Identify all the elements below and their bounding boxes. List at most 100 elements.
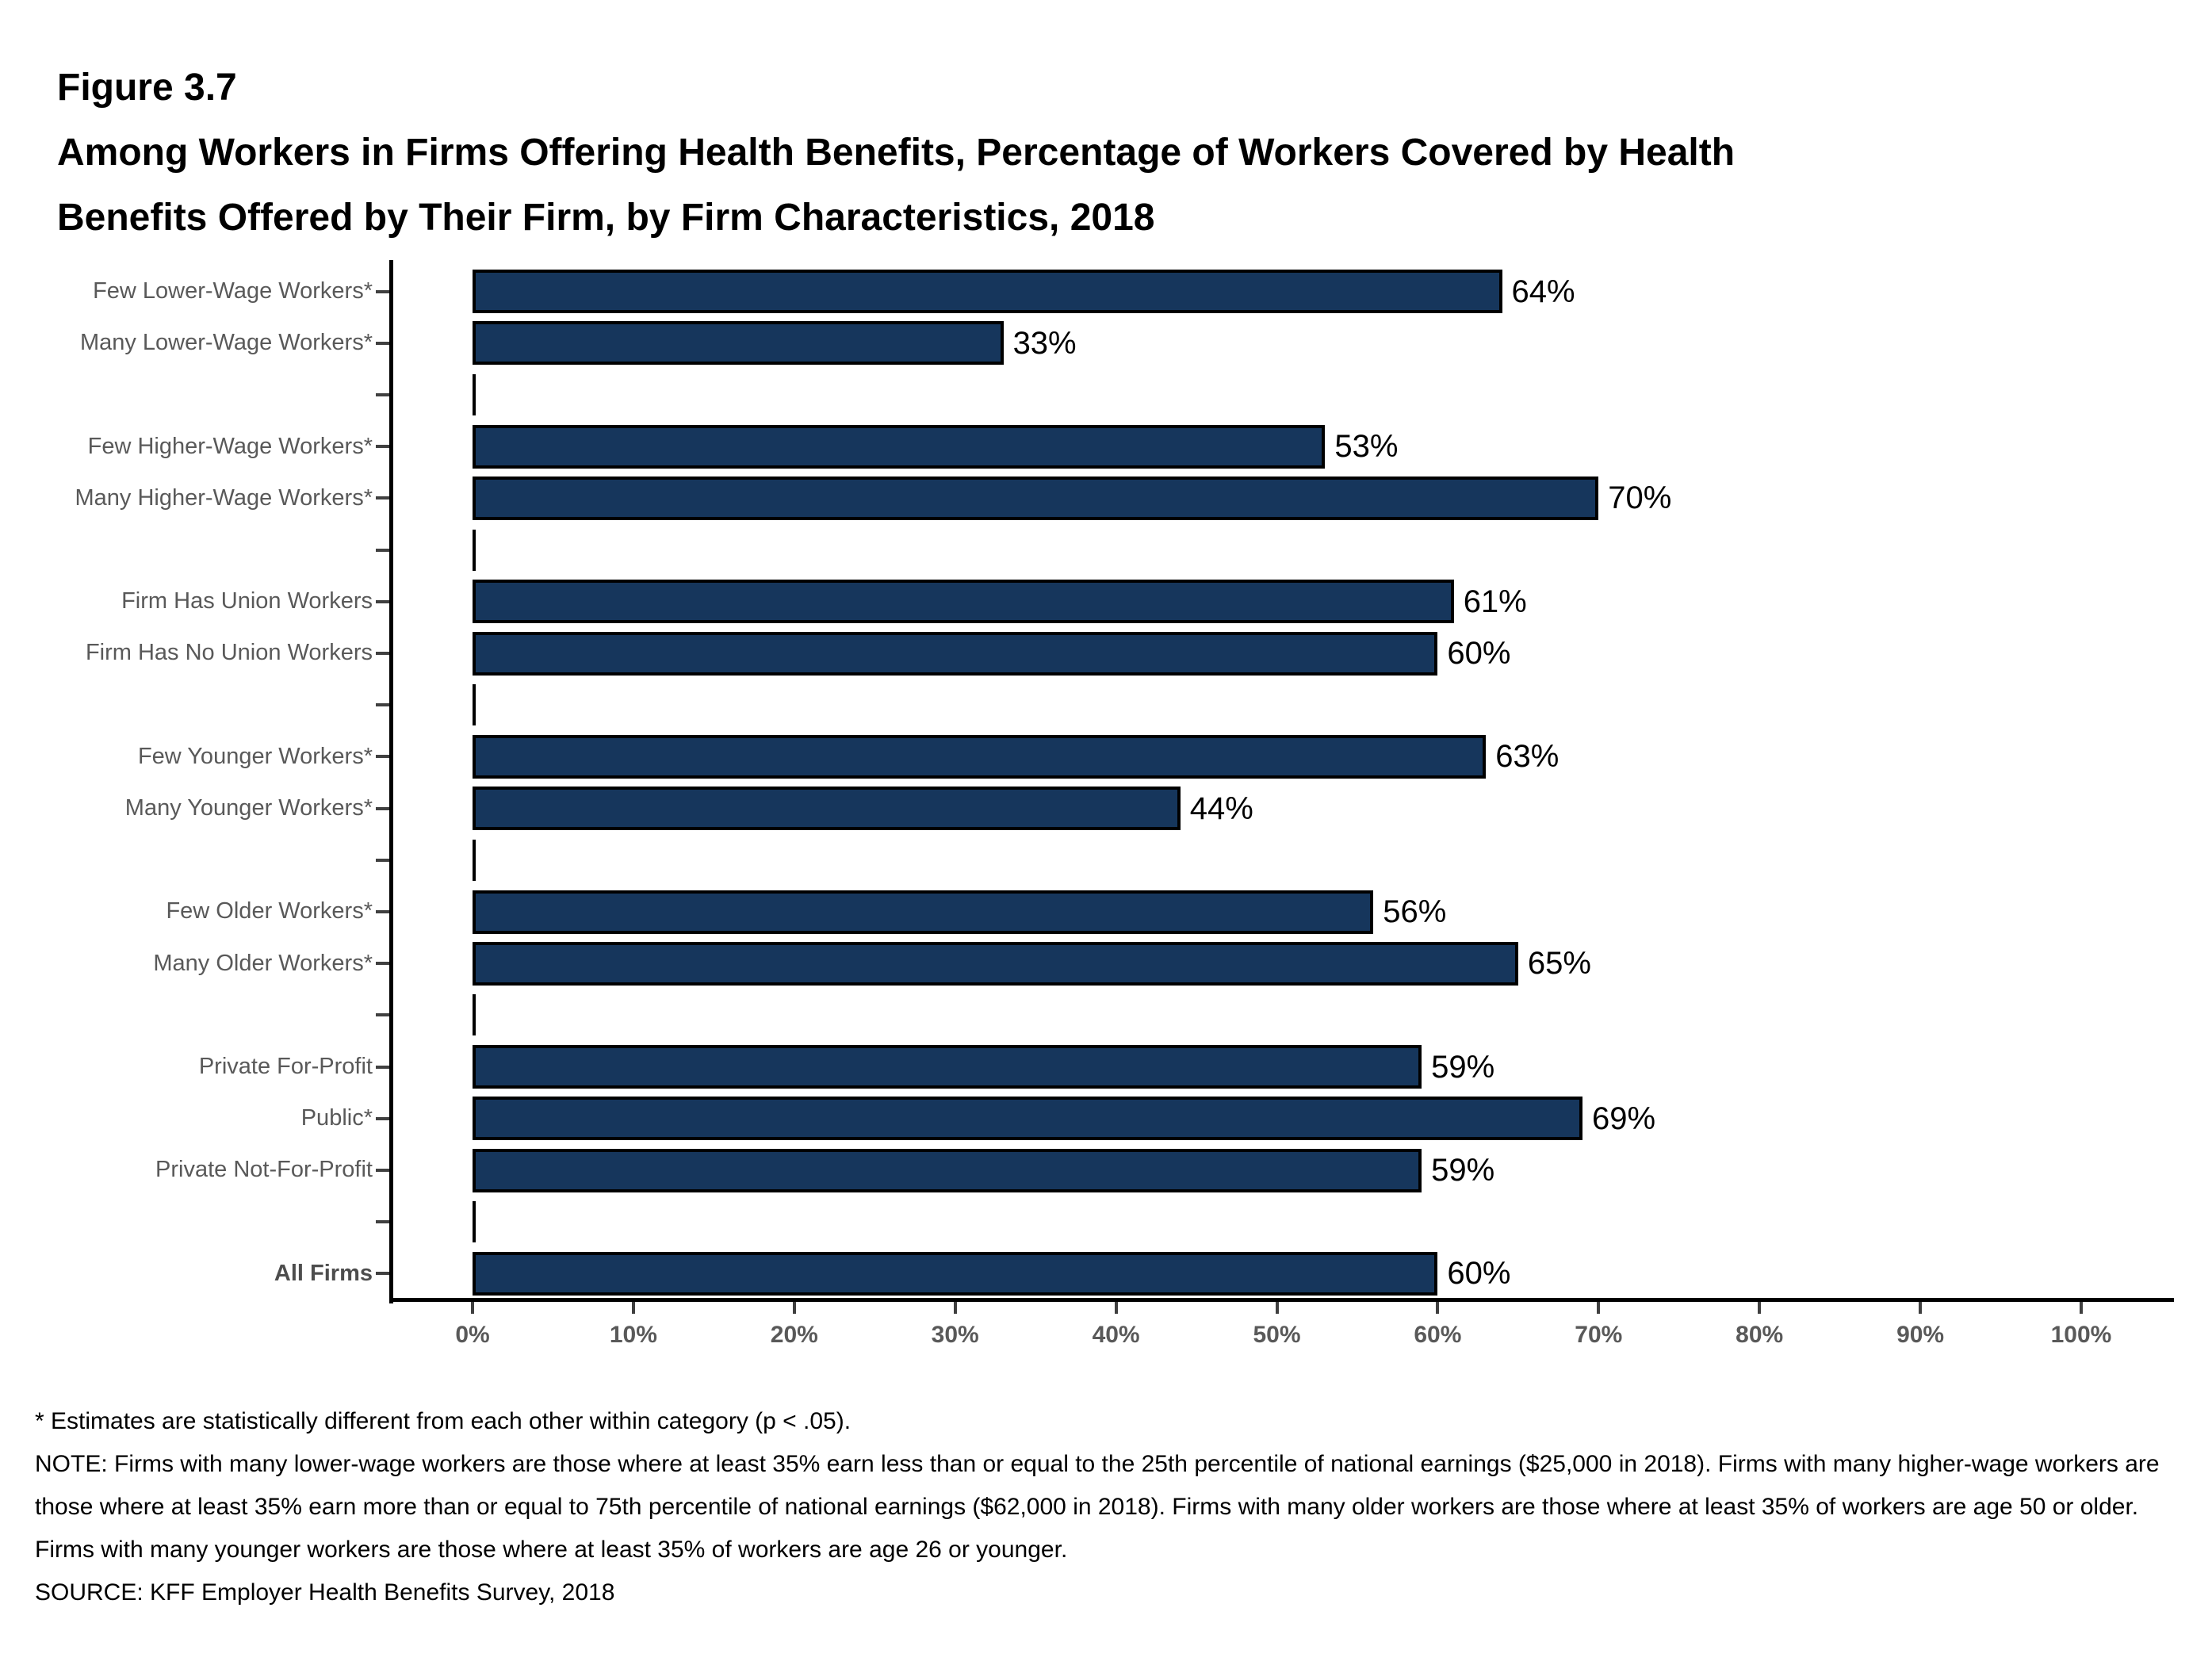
x-axis-tick (1919, 1302, 1923, 1314)
figure-title-line1: Among Workers in Firms Offering Health B… (57, 132, 1736, 174)
category-label: Few Older Workers* (166, 898, 373, 924)
bar-value-label: 59% (1431, 1153, 1495, 1188)
x-axis-tick-label: 0% (455, 1322, 490, 1348)
bar (473, 1045, 1422, 1089)
bar-value-label: 69% (1592, 1100, 1656, 1136)
x-axis-tick (2080, 1302, 2083, 1314)
bar (473, 580, 1454, 624)
category-axis-tick (376, 1013, 389, 1017)
category-label: Public* (300, 1105, 373, 1131)
bar (473, 424, 1326, 469)
bar (473, 321, 1004, 366)
category-label: Private Not-For-Profit (155, 1157, 373, 1183)
bar-value-label: 33% (1012, 325, 1077, 361)
x-axis-tick-label: 20% (770, 1322, 818, 1348)
zero-bar-mark (473, 374, 476, 415)
x-axis-tick (1758, 1302, 1762, 1314)
category-axis-tick (376, 858, 389, 862)
figure-header: Figure 3.7 Among Workers in Firms Offeri… (57, 56, 1735, 251)
category-axis-tick (376, 445, 389, 449)
x-axis-tick-label: 100% (2050, 1322, 2112, 1348)
x-axis-tick-label: 60% (1414, 1322, 1462, 1348)
category-axis-tick (376, 703, 389, 707)
footnotes: * Estimates are statistically different … (35, 1400, 2176, 1614)
category-axis-tick (376, 289, 389, 293)
bar (473, 734, 1487, 779)
category-label: Few Lower-Wage Workers* (93, 278, 373, 304)
x-axis-tick-label: 90% (1896, 1322, 1945, 1348)
category-label: Many Higher-Wage Workers* (75, 484, 373, 511)
category-label: Many Younger Workers* (124, 795, 373, 821)
category-axis-tick (376, 393, 389, 396)
bar (473, 1251, 1438, 1296)
x-axis-tick (953, 1302, 957, 1314)
zero-bar-mark (473, 1201, 476, 1243)
zero-bar-mark (473, 839, 476, 881)
y-axis-line (389, 260, 393, 1303)
category-label: All Firms (274, 1260, 373, 1286)
category-label: Firm Has No Union Workers (85, 640, 373, 666)
category-label: Many Lower-Wage Workers* (79, 330, 373, 356)
category-axis-tick (376, 1065, 389, 1069)
x-axis-tick-label: 30% (931, 1322, 979, 1348)
x-axis-tick-label: 10% (609, 1322, 657, 1348)
bar-value-label: 53% (1334, 429, 1399, 465)
category-axis-tick (376, 1272, 389, 1276)
x-axis-tick (1114, 1302, 1118, 1314)
bar (473, 787, 1181, 831)
bar (473, 476, 1599, 520)
bar (473, 631, 1438, 676)
bar-value-label: 56% (1383, 894, 1447, 929)
bar (473, 270, 1502, 314)
bar-value-label: 63% (1495, 739, 1559, 775)
category-label: Few Younger Workers* (137, 743, 373, 769)
x-axis-tick-label: 70% (1575, 1322, 1623, 1348)
x-axis-tick (792, 1302, 796, 1314)
bar (473, 890, 1374, 934)
figure-title-line2: Benefits Offered by Their Firm, by Firm … (57, 197, 1155, 239)
zero-bar-mark (473, 529, 476, 571)
zero-bar-mark (473, 684, 476, 726)
category-axis-tick (376, 599, 389, 603)
footnote-note: NOTE: Firms with many lower-wage workers… (35, 1451, 2160, 1563)
x-axis-tick (471, 1302, 474, 1314)
category-axis-tick (376, 806, 389, 810)
footnote-source: SOURCE: KFF Employer Health Benefits Sur… (35, 1579, 615, 1606)
category-axis-tick (376, 910, 389, 913)
category-axis-tick (376, 1169, 389, 1172)
bar-value-label: 65% (1527, 946, 1591, 982)
x-axis-tick-label: 50% (1253, 1322, 1301, 1348)
bar (473, 941, 1518, 986)
bar-value-label: 44% (1189, 790, 1253, 826)
category-label: Firm Has Union Workers (121, 588, 373, 614)
category-label: Private For-Profit (198, 1054, 373, 1080)
bar-value-label: 60% (1447, 636, 1511, 671)
figure-label: Figure 3.7 (57, 67, 237, 109)
bar-value-label: 60% (1447, 1256, 1511, 1292)
x-axis-tick (1275, 1302, 1279, 1314)
category-axis-tick (376, 1220, 389, 1224)
x-axis-tick (1597, 1302, 1601, 1314)
footnote-significance: * Estimates are statistically different … (35, 1408, 852, 1434)
zero-bar-mark (473, 994, 476, 1036)
bar-value-label: 70% (1608, 480, 1672, 516)
category-axis-tick (376, 962, 389, 966)
x-axis-line (389, 1298, 2174, 1302)
bar-value-label: 59% (1431, 1049, 1495, 1085)
category-axis-tick (376, 548, 389, 552)
category-axis-tick (376, 652, 389, 655)
x-axis-tick (1436, 1302, 1440, 1314)
bar-value-label: 64% (1511, 274, 1575, 309)
category-axis-tick (376, 341, 389, 345)
x-axis-tick-label: 80% (1736, 1322, 1784, 1348)
bar (473, 1148, 1422, 1192)
x-axis-tick-label: 40% (1092, 1322, 1140, 1348)
bar-value-label: 61% (1463, 584, 1527, 619)
category-axis-tick (376, 1116, 389, 1120)
category-axis-tick (376, 755, 389, 759)
category-label: Few Higher-Wage Workers* (87, 433, 373, 459)
category-axis-tick (376, 496, 389, 500)
category-label: Many Older Workers* (153, 950, 373, 976)
bar (473, 1097, 1582, 1141)
